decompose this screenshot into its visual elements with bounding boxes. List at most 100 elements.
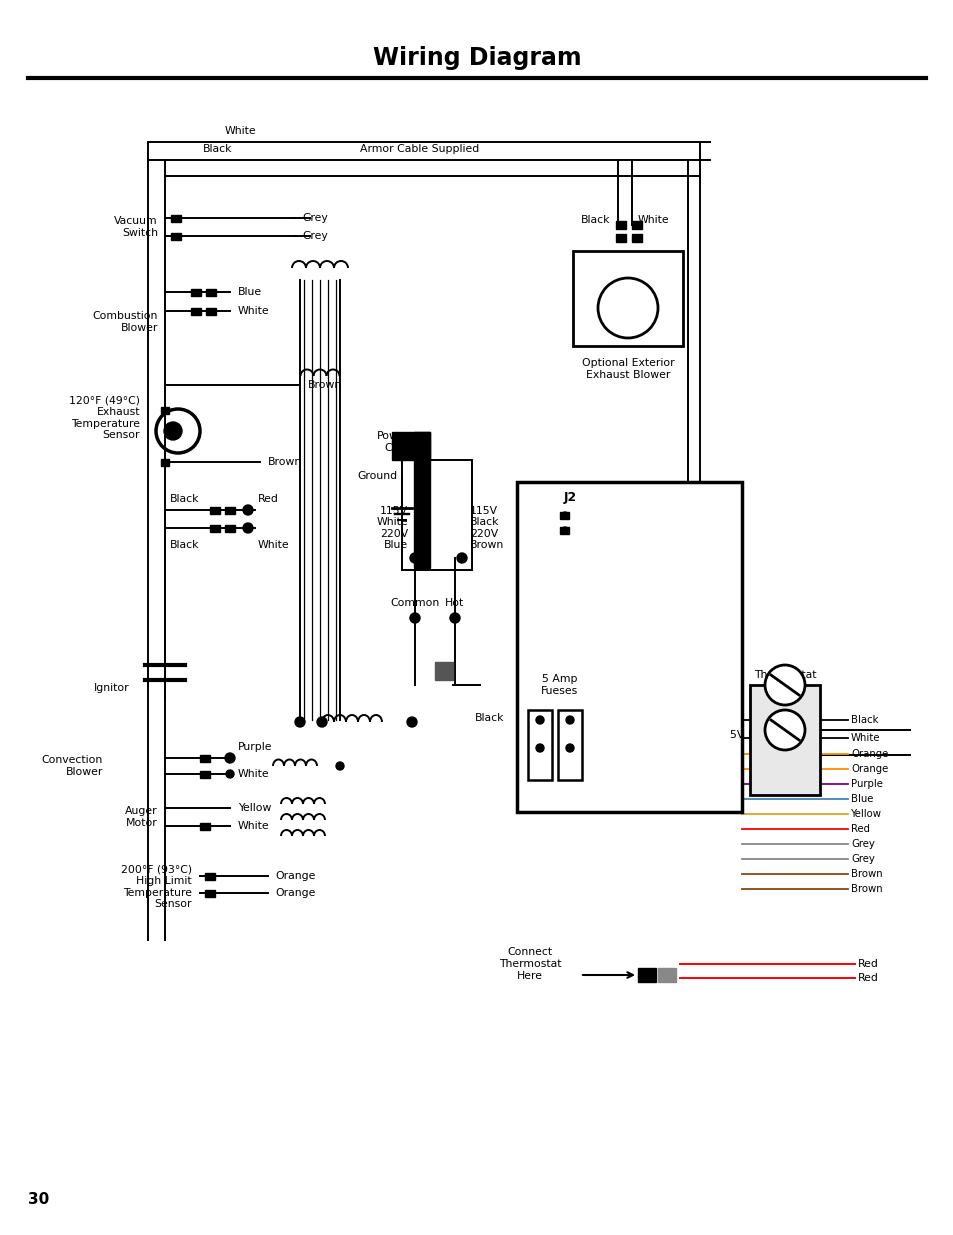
Circle shape bbox=[456, 553, 467, 563]
Text: Grey: Grey bbox=[302, 231, 328, 241]
Text: J2: J2 bbox=[563, 490, 576, 504]
Circle shape bbox=[225, 753, 234, 763]
Text: 120°F (49°C)
Exhaust
Temperature
Sensor: 120°F (49°C) Exhaust Temperature Sensor bbox=[69, 395, 140, 441]
Text: Orange: Orange bbox=[850, 764, 887, 774]
Text: 200°F (93°C)
High Limit
Temperature
Sensor: 200°F (93°C) High Limit Temperature Sens… bbox=[121, 864, 192, 909]
Text: Black: Black bbox=[203, 144, 233, 154]
Text: 5 Amp
Fueses: 5 Amp Fueses bbox=[540, 674, 578, 695]
Text: Black: Black bbox=[474, 713, 503, 722]
Text: Wiring Diagram: Wiring Diagram bbox=[373, 46, 580, 70]
Text: 115V
Black
220V
Brown: 115V Black 220V Brown bbox=[470, 505, 504, 551]
Bar bbox=[401, 459, 472, 571]
Text: Grey: Grey bbox=[302, 212, 328, 224]
Bar bbox=[191, 289, 201, 295]
Text: Ground: Ground bbox=[357, 471, 397, 480]
Text: White: White bbox=[850, 734, 880, 743]
Circle shape bbox=[561, 527, 567, 534]
Bar bbox=[206, 308, 215, 315]
Circle shape bbox=[410, 553, 419, 563]
Bar bbox=[435, 662, 453, 680]
Text: Brown: Brown bbox=[308, 380, 342, 390]
Text: Black: Black bbox=[850, 715, 878, 725]
Text: White: White bbox=[237, 306, 270, 316]
Bar bbox=[558, 710, 581, 781]
Bar bbox=[210, 506, 220, 514]
Circle shape bbox=[243, 505, 253, 515]
Circle shape bbox=[294, 718, 305, 727]
Bar bbox=[205, 872, 214, 879]
Circle shape bbox=[164, 422, 182, 440]
Text: White: White bbox=[237, 769, 270, 779]
Text: Orange: Orange bbox=[850, 748, 887, 760]
Bar bbox=[200, 771, 210, 778]
Text: White: White bbox=[257, 540, 290, 550]
Text: Red: Red bbox=[857, 960, 878, 969]
Circle shape bbox=[410, 613, 419, 622]
Bar bbox=[171, 232, 181, 240]
Text: Yellow: Yellow bbox=[237, 803, 271, 813]
Bar bbox=[631, 233, 641, 242]
Circle shape bbox=[226, 769, 233, 778]
Circle shape bbox=[565, 743, 574, 752]
Text: White: White bbox=[638, 215, 669, 225]
Bar bbox=[206, 289, 215, 295]
Circle shape bbox=[536, 716, 543, 724]
Bar bbox=[205, 889, 214, 897]
Text: 30: 30 bbox=[28, 1192, 50, 1207]
Text: Yellow: Yellow bbox=[850, 809, 882, 819]
Circle shape bbox=[764, 710, 804, 750]
Circle shape bbox=[243, 522, 253, 534]
Bar bbox=[161, 458, 169, 466]
Bar bbox=[638, 968, 656, 982]
Bar bbox=[631, 221, 641, 228]
Bar bbox=[161, 406, 169, 414]
Text: Blue: Blue bbox=[237, 287, 262, 296]
Bar bbox=[560, 511, 569, 519]
Bar bbox=[171, 215, 181, 221]
Bar bbox=[200, 755, 210, 762]
Text: White: White bbox=[237, 821, 270, 831]
Text: 5V DC: 5V DC bbox=[729, 730, 763, 740]
Bar bbox=[191, 308, 201, 315]
Text: Red: Red bbox=[857, 973, 878, 983]
Bar bbox=[210, 525, 220, 531]
Text: Red: Red bbox=[850, 824, 869, 834]
Bar bbox=[200, 823, 210, 830]
Bar bbox=[749, 685, 820, 795]
Text: 115V
White
220V
Blue: 115V White 220V Blue bbox=[376, 505, 408, 551]
Bar bbox=[414, 432, 430, 568]
Text: Orange: Orange bbox=[274, 871, 315, 881]
Text: Grey: Grey bbox=[850, 853, 874, 864]
Text: Brown: Brown bbox=[850, 869, 882, 879]
Text: Connect
Thermostat
Here: Connect Thermostat Here bbox=[498, 947, 560, 981]
Text: Purple: Purple bbox=[237, 742, 273, 752]
Bar bbox=[517, 482, 741, 811]
Text: Hot: Hot bbox=[445, 598, 464, 608]
Bar bbox=[658, 968, 676, 982]
Circle shape bbox=[536, 743, 543, 752]
Text: White: White bbox=[224, 126, 255, 136]
Bar bbox=[225, 525, 234, 531]
Circle shape bbox=[561, 513, 567, 517]
Text: Combustion
Blower: Combustion Blower bbox=[92, 311, 158, 332]
Circle shape bbox=[335, 762, 344, 769]
Circle shape bbox=[450, 613, 459, 622]
Text: Thermostat: Thermostat bbox=[753, 671, 816, 680]
Circle shape bbox=[565, 716, 574, 724]
Text: Armor Cable Supplied: Armor Cable Supplied bbox=[360, 144, 479, 154]
Text: Vacuum
Switch: Vacuum Switch bbox=[114, 216, 158, 238]
Text: Common: Common bbox=[390, 598, 439, 608]
Text: Optional Exterior
Exhaust Blower: Optional Exterior Exhaust Blower bbox=[581, 358, 674, 379]
Text: Grey: Grey bbox=[850, 839, 874, 848]
Text: Black: Black bbox=[579, 215, 609, 225]
Text: Black: Black bbox=[170, 540, 199, 550]
Text: Auger
Motor: Auger Motor bbox=[125, 806, 158, 827]
Bar bbox=[616, 233, 625, 242]
Text: Brown: Brown bbox=[850, 884, 882, 894]
Bar bbox=[527, 710, 552, 781]
Bar bbox=[560, 526, 569, 534]
Text: Orange: Orange bbox=[274, 888, 315, 898]
Circle shape bbox=[407, 718, 416, 727]
Bar bbox=[573, 251, 682, 346]
Text: Brown: Brown bbox=[268, 457, 302, 467]
